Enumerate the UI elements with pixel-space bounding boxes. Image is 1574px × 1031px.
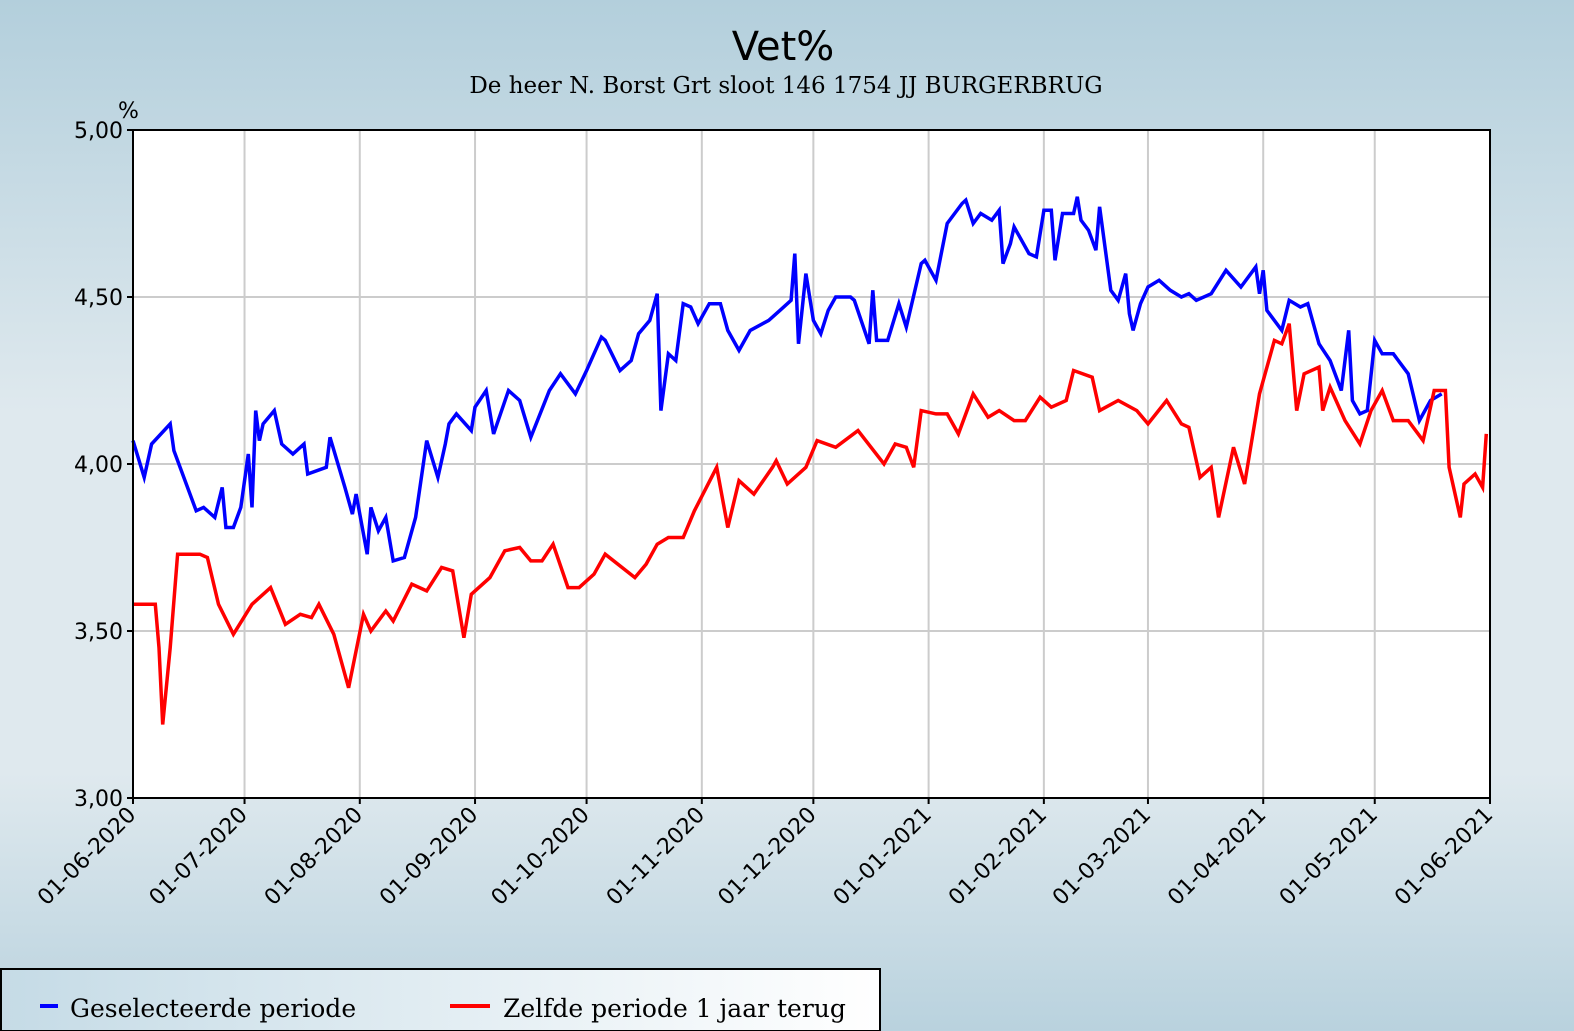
- chart-title: Vet%: [732, 24, 835, 70]
- series-line-previous-year: [133, 323, 1489, 725]
- x-tick-label: 01-09-2020: [375, 803, 483, 911]
- x-tick-label: 01-11-2020: [602, 803, 710, 911]
- x-tick-label: 01-04-2021: [1163, 803, 1271, 911]
- series-group: [131, 196, 1489, 725]
- x-tick-label: 01-02-2021: [944, 803, 1052, 911]
- series-line-selected-period: [131, 196, 1443, 564]
- x-tick-label: 01-01-2021: [829, 803, 937, 911]
- legend-label-selected: Geselecteerde periode: [70, 994, 356, 1023]
- x-tick-label: 01-03-2021: [1048, 803, 1156, 911]
- x-tick-label: 01-12-2020: [714, 803, 822, 911]
- y-tick-label: 4,00: [74, 453, 123, 478]
- y-tick-label: 5,00: [74, 119, 123, 144]
- y-tick-label: 4,50: [74, 286, 123, 311]
- legend-label-previous-year: Zelfde periode 1 jaar terug: [503, 994, 846, 1023]
- y-axis-label: %: [118, 99, 139, 124]
- y-tick-label: 3,00: [74, 787, 123, 812]
- x-tick-label: 01-07-2020: [145, 803, 253, 911]
- chart-subtitle: De heer N. Borst Grt sloot 146 1754 JJ B…: [469, 73, 1102, 99]
- x-tick-label: 01-08-2020: [260, 803, 368, 911]
- x-tick-label: 01-10-2020: [487, 803, 595, 911]
- legend: Geselecteerde periode Zelfde periode 1 j…: [0, 968, 881, 1031]
- legend-box: [0, 968, 881, 1031]
- x-tick-label: 01-06-2020: [33, 803, 141, 911]
- x-tick-label: 01-06-2021: [1390, 803, 1498, 911]
- y-tick-label: 3,50: [74, 620, 123, 645]
- x-tick-label: 01-05-2021: [1275, 803, 1383, 911]
